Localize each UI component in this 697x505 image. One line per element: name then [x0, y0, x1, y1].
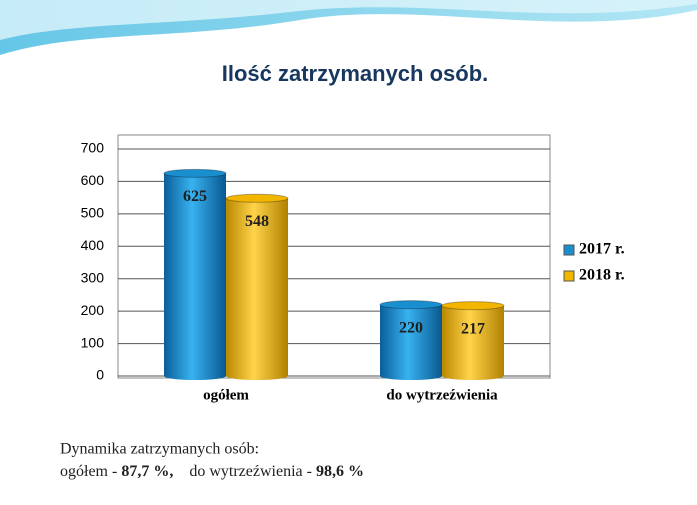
note-label: do wytrzeźwienia -: [189, 463, 312, 480]
bar-base: [442, 372, 504, 380]
x-tick-label: do wytrzeźwienia: [386, 387, 498, 403]
y-tick-label: 400: [81, 237, 105, 253]
bar-base: [164, 372, 226, 380]
legend-swatch: [563, 270, 575, 282]
bar: [164, 173, 226, 376]
bar-top: [379, 300, 443, 310]
value-label: 220: [399, 319, 423, 336]
wave: [0, 0, 697, 40]
bar-top: [225, 193, 289, 203]
y-tick-label: 600: [81, 172, 105, 188]
bar-base: [380, 372, 442, 380]
note-value: 87,7 %,: [121, 463, 173, 480]
y-tick-label: 300: [81, 269, 105, 285]
value-label: 625: [183, 188, 207, 205]
bar-top: [163, 168, 227, 178]
plot-area: [117, 134, 551, 379]
legend-label: 2017 r.: [579, 241, 625, 258]
value-label: 548: [245, 213, 269, 230]
y-tick-label: 100: [81, 334, 105, 350]
y-tick-label: 700: [81, 140, 105, 156]
note-label: ogółem -: [60, 463, 117, 480]
note-line: ogółem - 87,7 %, do wytrzeźwienia - 98,6…: [60, 463, 364, 480]
x-tick-label: ogółem: [203, 387, 249, 403]
note-value: 98,6 %: [316, 463, 364, 480]
y-tick-label: 500: [81, 205, 105, 221]
bar: [442, 305, 504, 376]
bar: [226, 198, 288, 376]
bar-base: [226, 372, 288, 380]
y-tick-label: 0: [96, 367, 104, 383]
y-tick-label: 200: [81, 302, 105, 318]
bar: [380, 304, 442, 376]
bar-top: [441, 301, 505, 311]
legend-label: 2018 r.: [579, 267, 625, 284]
note-heading: Dynamika zatrzymanych osób:: [60, 441, 259, 458]
value-label: 217: [461, 320, 485, 337]
chart-title: Ilość zatrzymanych osób.: [222, 61, 489, 86]
legend-swatch: [563, 244, 575, 256]
